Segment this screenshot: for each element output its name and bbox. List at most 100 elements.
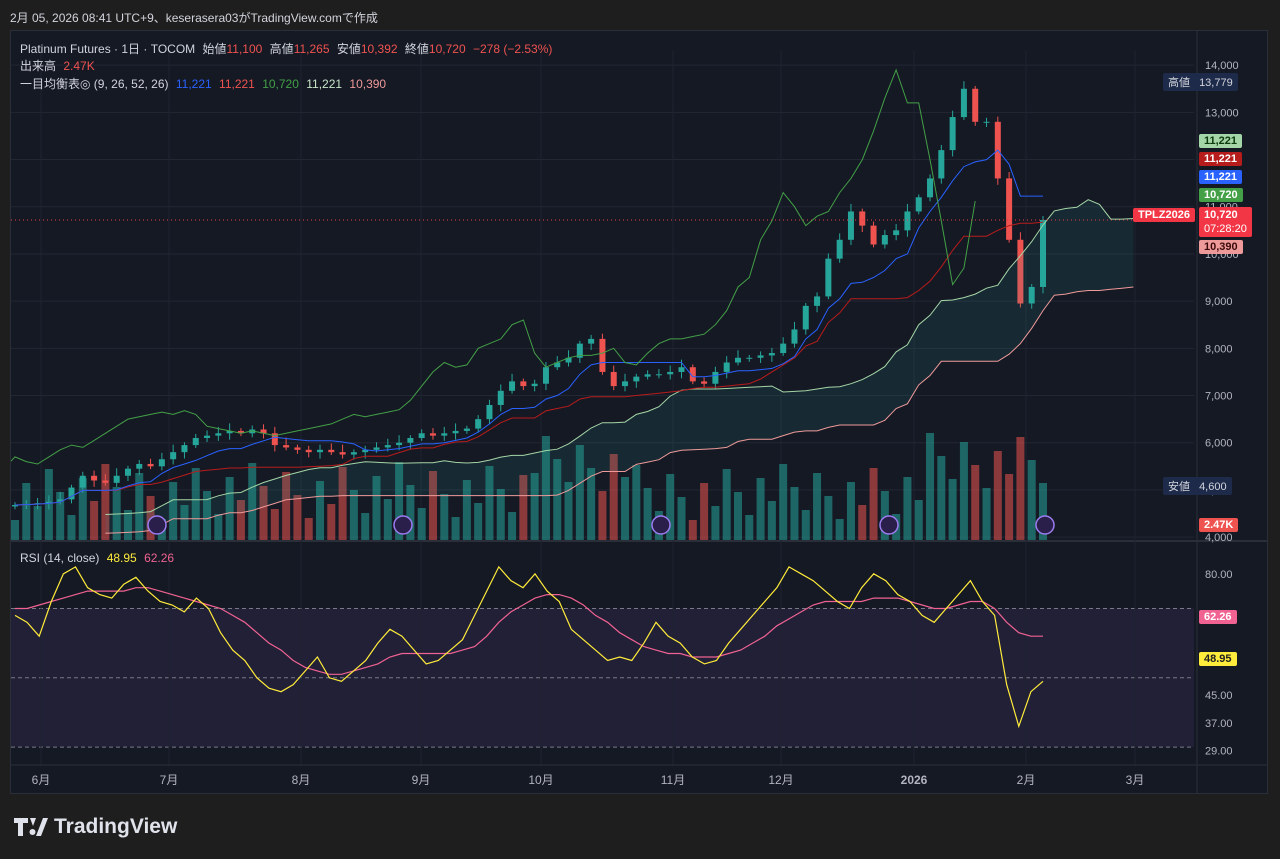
volume-bar — [519, 475, 528, 540]
candle-body — [350, 452, 357, 455]
volume-bar — [1027, 460, 1036, 540]
candle-body — [554, 362, 561, 368]
candle-body — [452, 430, 459, 434]
volume-bar — [564, 482, 573, 540]
volume-bar — [937, 456, 946, 540]
volume-bar — [677, 497, 686, 540]
ichimoku-kijun-line — [14, 221, 1044, 506]
ichimoku-kijun: 11,221 — [219, 77, 255, 91]
symbol-line: Platinum Futures · 1日 · TOCOM — [20, 42, 196, 56]
low-tag-value: 4,600 — [1199, 481, 1227, 493]
volume-bar — [530, 473, 539, 540]
volume-bar — [711, 506, 720, 540]
volume-bar — [1039, 483, 1047, 540]
last-price-tag: 10,720 07:28:20 — [1199, 207, 1252, 237]
tradingview-logo-icon — [14, 818, 48, 836]
time-tick-label: 3月 — [1126, 773, 1145, 787]
open-label: 始値 — [202, 42, 227, 56]
earnings-icon — [393, 515, 413, 535]
tradingview-logo: TradingView — [14, 815, 177, 839]
volume-bar — [112, 487, 121, 540]
volume-bar — [203, 491, 212, 540]
candle-body — [972, 88, 979, 122]
candle-body — [960, 88, 967, 118]
volume-bar — [700, 483, 709, 540]
volume-bar — [813, 473, 822, 540]
chart-frame[interactable]: 4,0005,0006,0007,0008,0009,00010,00011,0… — [10, 30, 1268, 794]
volume-bar — [474, 503, 483, 540]
candle-body — [836, 239, 843, 259]
ichimoku-span-a: 11,221 — [306, 77, 343, 91]
low-value: 10,392 — [360, 42, 398, 56]
price-chart[interactable]: 4,0005,0006,0007,0008,0009,00010,00011,0… — [11, 31, 1267, 793]
volume-bar — [914, 500, 923, 540]
close-value: 10,720 — [428, 42, 466, 56]
volume-bar — [428, 471, 437, 540]
volume-bar — [903, 477, 912, 540]
volume-bar — [982, 488, 991, 540]
candle-body — [904, 211, 911, 231]
candle-body — [983, 121, 990, 123]
candle-body — [271, 433, 278, 446]
high-value: 11,265 — [293, 42, 330, 56]
price-tick-label: 9,000 — [1205, 296, 1233, 308]
low-tag: 安値 4,600 — [1163, 477, 1232, 495]
candle-body — [260, 429, 267, 434]
volume-bar — [191, 468, 200, 540]
volume-bar — [282, 472, 291, 540]
time-tick-label: 6月 — [32, 773, 51, 787]
earnings-icon — [147, 515, 167, 535]
rsi-value: 48.95 — [106, 551, 137, 565]
volume-bar — [361, 513, 370, 540]
volume-bar — [383, 499, 392, 540]
candle-body — [113, 475, 120, 483]
candle-body — [158, 459, 165, 467]
volume-bar — [406, 485, 415, 540]
price-tick-label: 14,000 — [1205, 60, 1239, 72]
price-tick-label: 8,000 — [1205, 343, 1233, 355]
volume-bar — [767, 501, 776, 540]
volume-bar — [225, 477, 234, 540]
symbol-tag: TPLZ2026 — [1133, 208, 1195, 222]
candle-body — [565, 357, 572, 363]
candle-body — [610, 371, 617, 387]
candle-body — [802, 305, 809, 330]
candle-body — [463, 428, 470, 431]
rsi-ma-line — [15, 587, 1043, 675]
high-tag-value: 13,779 — [1199, 77, 1233, 89]
volume-bar — [349, 490, 358, 540]
last-price-value: 10,720 — [1204, 209, 1238, 221]
ichimoku-span-a-line — [105, 199, 1134, 515]
candle-body — [407, 438, 414, 443]
volume-bar — [869, 468, 878, 540]
volume-bar — [135, 473, 144, 540]
candle-body — [418, 433, 425, 439]
ichimoku-tenkan-line — [14, 149, 1043, 506]
ichimoku-cloud — [105, 199, 1134, 534]
volume-bar — [824, 496, 833, 540]
candle-body — [870, 225, 877, 245]
volume-bar — [236, 500, 245, 540]
ichimoku-legend: 一目均衡表◎ (9, 26, 52, 26) 11,221 11,221 10,… — [20, 75, 390, 92]
volume-bar — [22, 483, 31, 540]
candle-body — [780, 343, 787, 354]
candle-body — [791, 329, 798, 344]
time-tick-label: 11月 — [661, 773, 685, 787]
rsi-legend: RSI (14, close) 48.95 62.26 — [20, 551, 178, 565]
ichimoku-label: 一目均衡表◎ (9, 26, 52, 26) — [20, 77, 169, 91]
rsi-line — [14, 565, 1044, 729]
candle-body — [181, 445, 188, 453]
candle-body — [644, 374, 651, 377]
candle-body — [215, 433, 222, 436]
high-tag: 高値 13,779 — [1163, 73, 1238, 91]
volume-bar — [948, 479, 957, 540]
candle-body — [859, 211, 866, 226]
rsi-label: RSI (14, close) — [20, 551, 100, 565]
volume-bar — [169, 482, 178, 540]
ichimoku-span-b: 10,390 — [349, 77, 387, 91]
volume-bar — [462, 480, 471, 540]
candle-body — [847, 211, 854, 240]
volume-bar — [971, 465, 980, 540]
volume-bar — [90, 501, 99, 540]
rsi-tick-label: 37.00 — [1205, 718, 1233, 730]
